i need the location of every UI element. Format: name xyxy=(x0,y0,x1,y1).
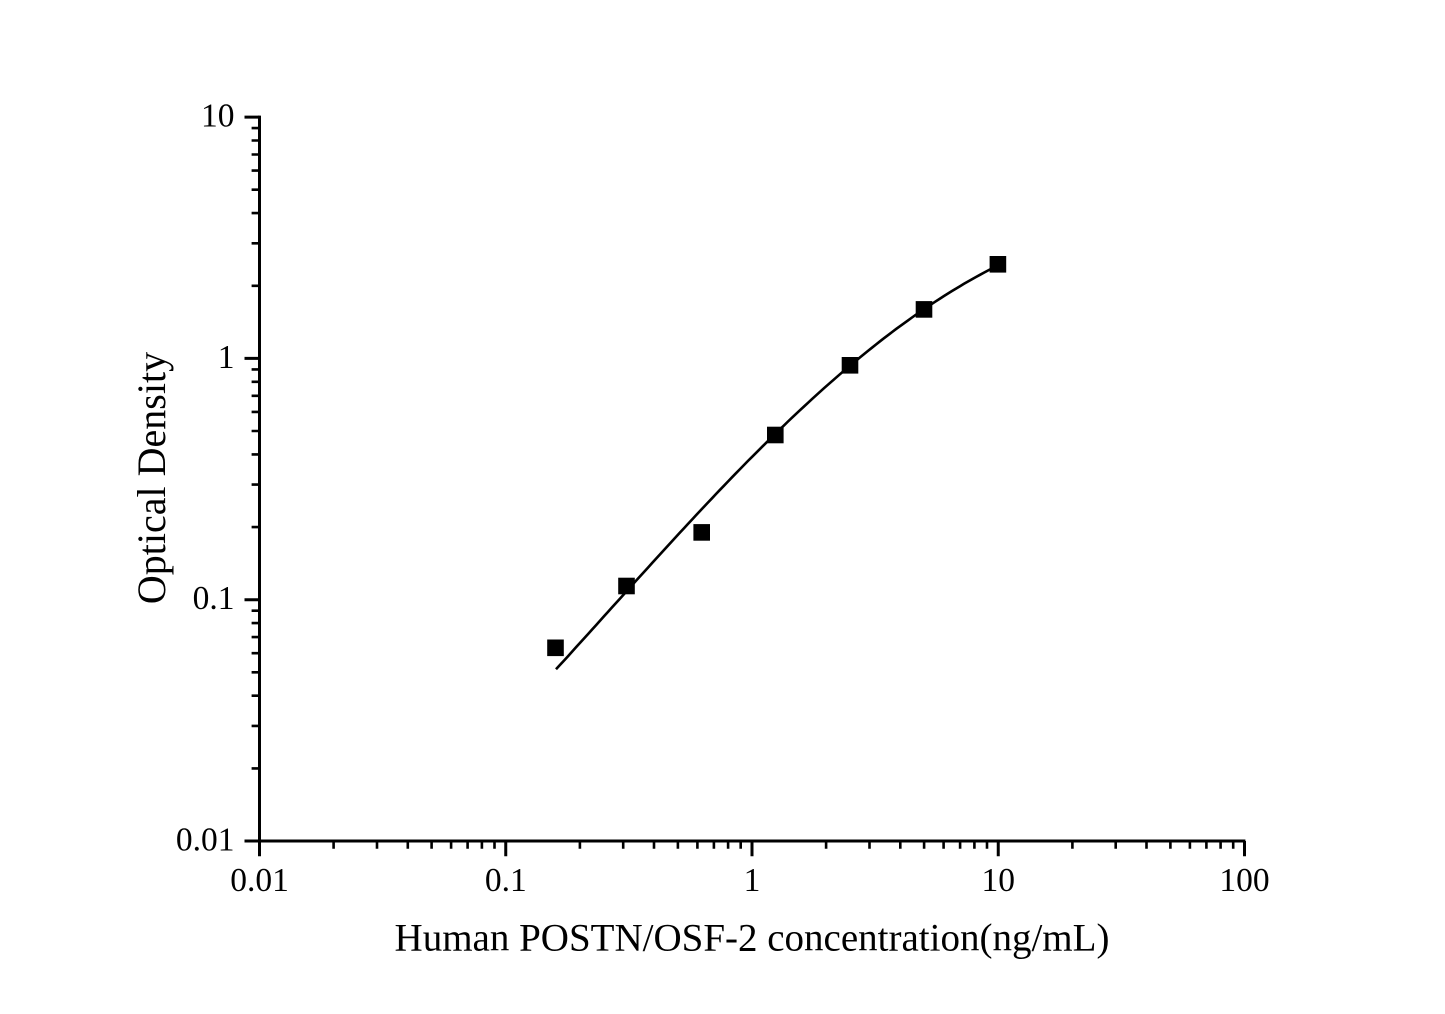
svg-text:0.01: 0.01 xyxy=(176,822,235,859)
svg-text:Optical Density: Optical Density xyxy=(129,352,174,604)
svg-text:10: 10 xyxy=(981,862,1015,899)
svg-text:Human POSTN/OSF-2 concentratio: Human POSTN/OSF-2 concentration(ng/mL) xyxy=(395,917,1110,960)
svg-text:10: 10 xyxy=(201,98,235,135)
svg-text:100: 100 xyxy=(1219,862,1269,899)
svg-text:0.1: 0.1 xyxy=(485,862,527,899)
svg-text:1: 1 xyxy=(744,862,761,899)
svg-text:0.01: 0.01 xyxy=(230,862,289,899)
svg-text:1: 1 xyxy=(218,339,235,376)
svg-text:0.1: 0.1 xyxy=(193,580,235,617)
